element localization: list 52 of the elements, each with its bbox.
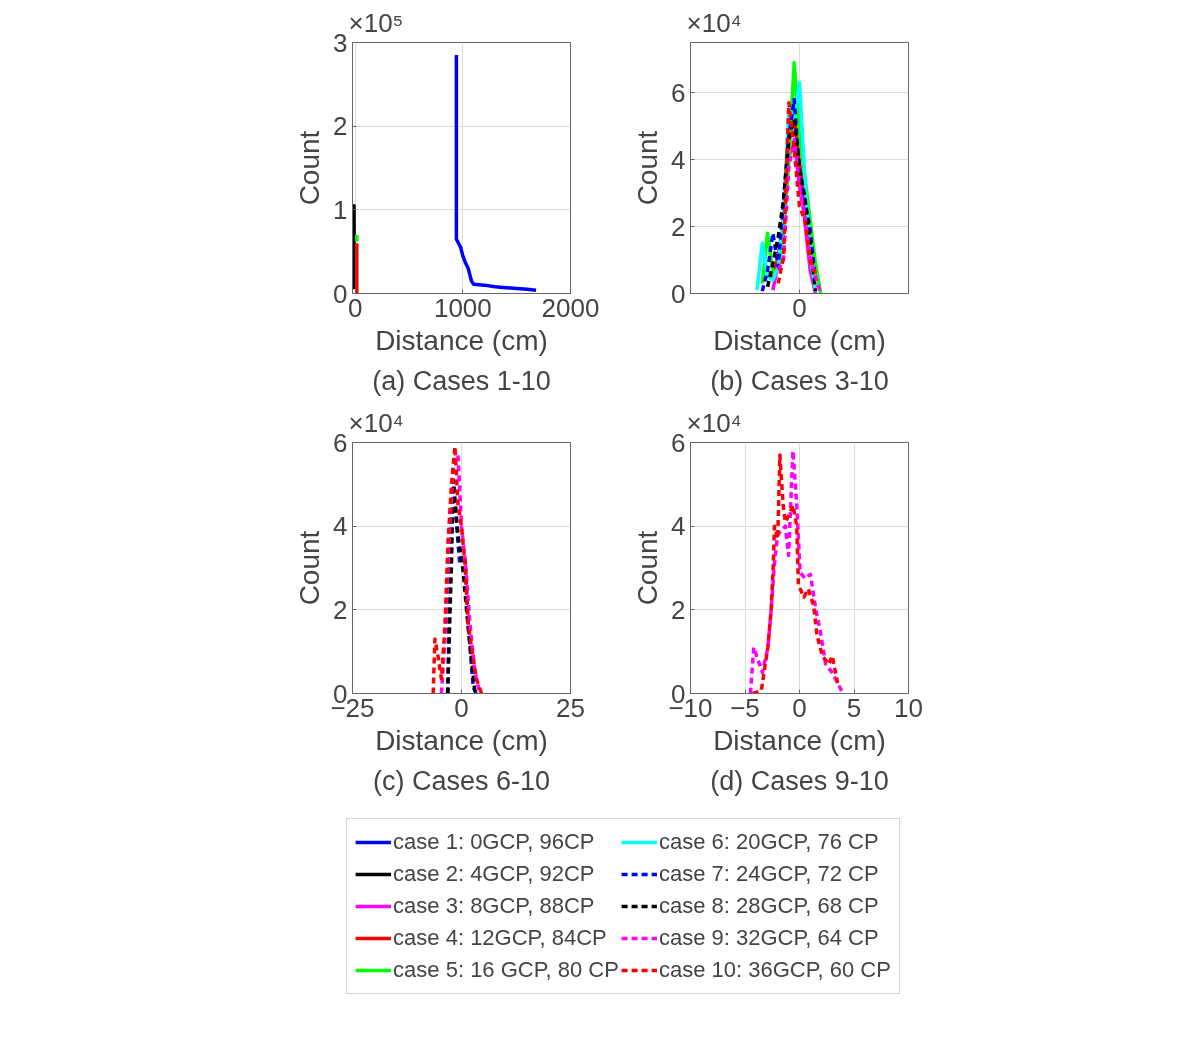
x-tick-label: −5 <box>730 692 760 723</box>
y-tick-label: 6 <box>671 77 686 108</box>
y-tick-label: 6 <box>333 427 348 458</box>
y-tick-label: 2 <box>333 111 348 142</box>
x-tick-label: 2000 <box>541 292 600 323</box>
y-tick-label: 4 <box>671 144 686 175</box>
text: ×10⁴ <box>686 7 742 38</box>
y-tick-label: 2 <box>671 594 686 625</box>
text: (b) Cases 3-10 <box>710 365 889 396</box>
text: ×10⁵ <box>348 7 404 38</box>
legend-label: case 4: 12GCP, 84CP <box>393 924 607 952</box>
x-tick-label: 0 <box>454 692 469 723</box>
legend-label: case 8: 28GCP, 68 CP <box>658 892 879 920</box>
y-axis-title: Count <box>294 530 326 606</box>
legend-label: case 9: 32GCP, 64 CP <box>658 924 879 952</box>
x-tick-label: 1000 <box>433 292 492 323</box>
text: (a) Cases 1-10 <box>372 365 551 396</box>
y-tick-label: 1 <box>333 194 348 225</box>
y-tick-label: 2 <box>671 211 686 242</box>
y-tick-label: 4 <box>671 511 686 542</box>
x-tick-label: 5 <box>846 692 862 723</box>
text: ×10⁴ <box>686 407 742 438</box>
legend-label: case 5: 16 GCP, 80 CP <box>393 956 619 984</box>
text: (d) Cases 9-10 <box>710 765 889 796</box>
line-series <box>454 53 538 292</box>
legend-label: case 1: 0GCP, 96CP <box>393 828 595 856</box>
y-tick-label: 6 <box>671 427 686 458</box>
x-axis-title: Distance (cm) <box>375 724 548 756</box>
line-series <box>776 100 818 286</box>
y-tick-label: 3 <box>333 27 348 58</box>
y-axis-title: Count <box>294 130 326 206</box>
x-tick-label: 0 <box>792 692 807 723</box>
legend-label: case 7: 24GCP, 72 CP <box>658 860 879 888</box>
text: ×10⁴ <box>348 407 404 438</box>
legend-label: case 6: 20GCP, 76 CP <box>658 828 879 856</box>
x-tick-label: 10 <box>894 692 923 723</box>
y-axis-title: Count <box>632 530 664 606</box>
legend-label: case 2: 4GCP, 92CP <box>393 860 595 888</box>
x-tick-label: 0 <box>792 292 807 323</box>
line-series <box>352 203 356 292</box>
line-series <box>439 453 482 694</box>
y-axis-title: Count <box>632 130 664 206</box>
legend-label: case 3: 8GCP, 88CP <box>393 892 595 920</box>
legend-label: case 10: 36GCP, 60 CP <box>658 956 891 984</box>
x-tick-label: 25 <box>556 692 585 723</box>
x-axis-title: Distance (cm) <box>375 324 548 356</box>
line-series <box>760 97 818 293</box>
x-axis-title: Distance (cm) <box>713 724 886 756</box>
text: (c) Cases 6-10 <box>372 765 551 796</box>
y-tick-label: 4 <box>333 511 348 542</box>
y-tick-label: 2 <box>333 594 348 625</box>
x-axis-title: Distance (cm) <box>713 324 886 356</box>
